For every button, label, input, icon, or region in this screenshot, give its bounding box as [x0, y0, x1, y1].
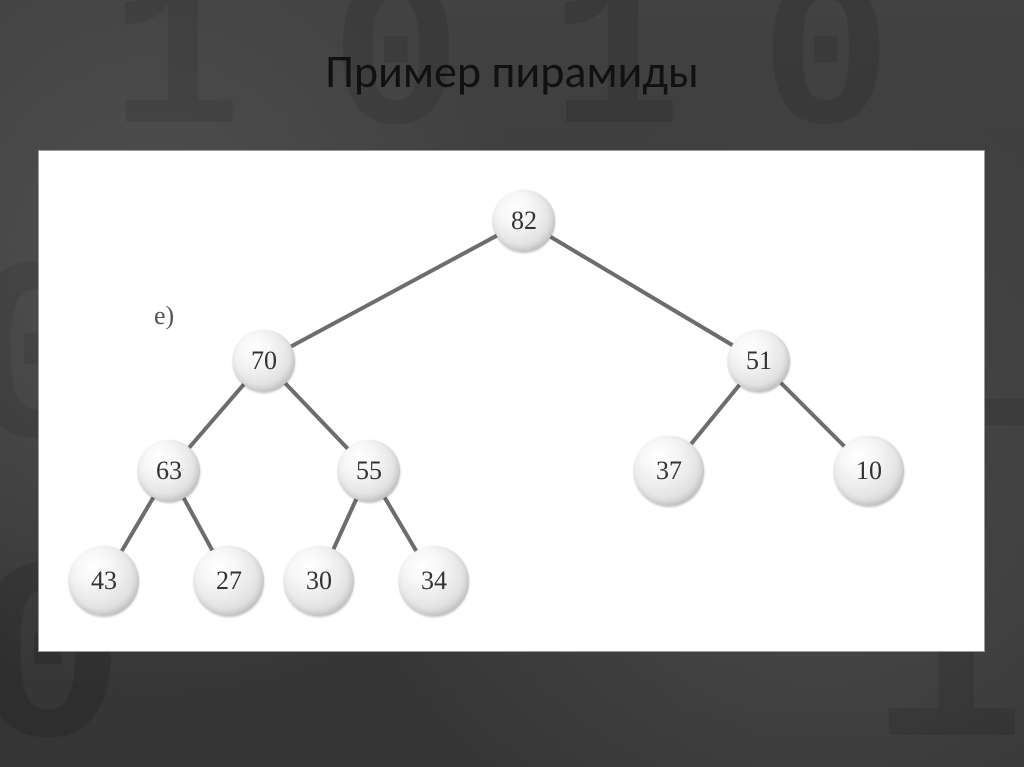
diagram-panel: e) 82 70 51 63 55 37 10 43 27 30 34 — [38, 150, 985, 652]
tree-node: 82 — [493, 190, 555, 252]
tree-edge — [524, 221, 759, 361]
panel-sublabel: e) — [154, 301, 174, 331]
tree-node: 37 — [634, 436, 704, 506]
tree-node: 51 — [728, 330, 790, 392]
tree-node: 43 — [69, 546, 139, 616]
tree-node: 63 — [138, 440, 200, 502]
tree-node: 55 — [338, 440, 400, 502]
tree-node: 34 — [399, 546, 469, 616]
tree-node: 70 — [233, 330, 295, 392]
tree-node: 27 — [194, 546, 264, 616]
tree-node: 10 — [834, 436, 904, 506]
slide-title: Пример пирамиды — [0, 44, 1024, 100]
tree-node: 30 — [284, 546, 354, 616]
slide: 10100101 Пример пирамиды e) 827051635537… — [0, 0, 1024, 767]
tree-edge — [264, 221, 524, 361]
